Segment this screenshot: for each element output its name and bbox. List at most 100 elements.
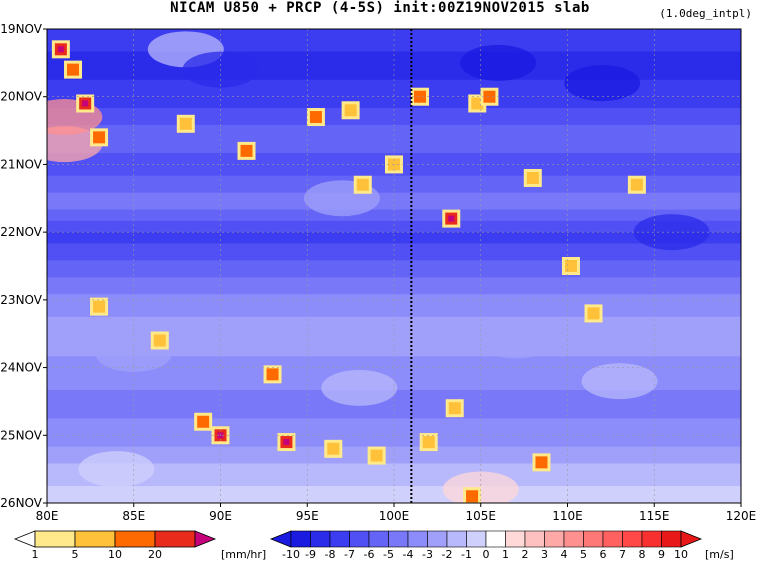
y-tick-label: 20NOV bbox=[0, 90, 42, 104]
x-tick-label: 85E bbox=[122, 509, 145, 523]
colorbar-label: 6 bbox=[600, 548, 607, 561]
colorbar-swatch bbox=[388, 530, 409, 548]
wind-band bbox=[47, 198, 741, 205]
wind-band bbox=[47, 85, 741, 93]
precip-peak bbox=[283, 439, 290, 446]
colorbar-swatch bbox=[74, 530, 116, 548]
colorbar-swatch bbox=[446, 530, 467, 548]
precip-core bbox=[197, 415, 210, 428]
colorbar-swatch bbox=[368, 530, 389, 548]
colorbar-label: -8 bbox=[325, 548, 336, 561]
wind-band bbox=[47, 339, 741, 346]
precip-peak bbox=[82, 100, 89, 107]
x-tick-label: 120E bbox=[726, 509, 757, 523]
x-tick-label: 80E bbox=[36, 509, 59, 523]
colorbar-label: -1 bbox=[461, 548, 472, 561]
colorbar-label: 9 bbox=[658, 548, 665, 561]
colorbar-swatch bbox=[544, 530, 565, 548]
precip-core bbox=[370, 449, 383, 462]
precip-core bbox=[266, 368, 279, 381]
precip-core bbox=[414, 90, 427, 103]
y-tick-label: 24NOV bbox=[0, 361, 42, 375]
colorbar-swatch bbox=[485, 530, 506, 548]
colorbar-swatch bbox=[466, 530, 487, 548]
wind-band bbox=[47, 294, 741, 301]
colorbar-label: 4 bbox=[561, 548, 568, 561]
precip-core bbox=[564, 260, 577, 272]
wind-band bbox=[47, 209, 741, 217]
wind-band bbox=[47, 79, 741, 87]
wind-patch bbox=[564, 65, 641, 102]
wind-band bbox=[47, 203, 741, 211]
wind-band bbox=[47, 288, 741, 296]
colorbar-swatch bbox=[114, 530, 156, 548]
colorbar-label: -10 bbox=[282, 548, 300, 561]
colorbar-label: -2 bbox=[442, 548, 453, 561]
colorbar-swatch bbox=[349, 530, 370, 548]
wind-band bbox=[47, 418, 741, 425]
colorbar-swatch bbox=[641, 530, 662, 548]
wind-band bbox=[47, 299, 741, 307]
colorbar-label: 1 bbox=[502, 548, 509, 561]
colorbar-label: -7 bbox=[344, 548, 355, 561]
wind-band bbox=[47, 480, 741, 488]
x-tick-label: 110E bbox=[552, 509, 583, 523]
wind-patch bbox=[477, 322, 554, 359]
colorbar-swatch bbox=[34, 530, 76, 548]
colorbar-swatch bbox=[154, 530, 196, 548]
wind-band bbox=[47, 457, 741, 465]
wind-band bbox=[47, 328, 741, 335]
wind-band bbox=[47, 463, 741, 471]
precip-core bbox=[67, 63, 80, 76]
precip-core bbox=[93, 300, 106, 313]
precip-core bbox=[466, 490, 479, 503]
wind-band bbox=[47, 282, 741, 290]
precip-core bbox=[153, 334, 166, 347]
colorbar-swatch bbox=[524, 530, 545, 548]
wind-band bbox=[47, 469, 741, 476]
precip-core bbox=[448, 402, 461, 415]
precip-core bbox=[356, 178, 369, 191]
colorbar-swatch bbox=[563, 530, 584, 548]
precip-core bbox=[483, 90, 496, 103]
precip-core bbox=[309, 111, 322, 124]
colorbar-label: 3 bbox=[541, 548, 548, 561]
colorbar-label: -3 bbox=[422, 548, 433, 561]
precip-core bbox=[327, 442, 340, 455]
wind-band bbox=[47, 34, 741, 42]
precip-core bbox=[344, 104, 357, 117]
wind-colorbar: -10 -9 -8 -7 -6 -5 -4 -3 -2 -1 0 1 2 3 4 5 6 7 8 9 10 [m/s] bbox=[269, 530, 734, 561]
wind-band bbox=[47, 29, 741, 36]
colorbar-label: 1 bbox=[32, 548, 39, 561]
colorbar-swatch bbox=[622, 530, 643, 548]
colorbar-label: -5 bbox=[383, 548, 394, 561]
colorbar-arrow-right bbox=[194, 530, 217, 548]
colorbar-swatch bbox=[290, 530, 311, 548]
x-tick-label: 90E bbox=[209, 509, 232, 523]
precip-peak bbox=[448, 215, 455, 222]
wind-patch bbox=[633, 214, 710, 251]
colorbar-label: 2 bbox=[522, 548, 529, 561]
precip-core bbox=[93, 131, 106, 144]
wind-patch bbox=[78, 451, 155, 488]
colorbar-label: -6 bbox=[364, 548, 375, 561]
wind-band bbox=[47, 237, 741, 245]
colorbar-label: 0 bbox=[483, 548, 490, 561]
colorbar-swatch bbox=[583, 530, 604, 548]
colorbar-arrow-left bbox=[13, 530, 36, 548]
precip-core bbox=[526, 171, 539, 184]
wind-band bbox=[47, 243, 741, 251]
colorbar-label: -9 bbox=[305, 548, 316, 561]
precip-core bbox=[587, 307, 600, 320]
wind-patch bbox=[460, 44, 537, 81]
x-tick-label: 100E bbox=[379, 509, 410, 523]
x-tick-label: 115E bbox=[639, 509, 670, 523]
colorbar-label: 10 bbox=[108, 548, 122, 561]
wind-band bbox=[47, 435, 741, 442]
y-axis: 19NOV 20NOV 21NOV 22NOV 23NOV 24NOV 25NOV 26NOV bbox=[0, 22, 47, 510]
wind-band bbox=[47, 249, 741, 256]
wind-band bbox=[47, 119, 741, 126]
precip-peak bbox=[57, 46, 64, 53]
colorbar-swatch bbox=[329, 530, 350, 548]
